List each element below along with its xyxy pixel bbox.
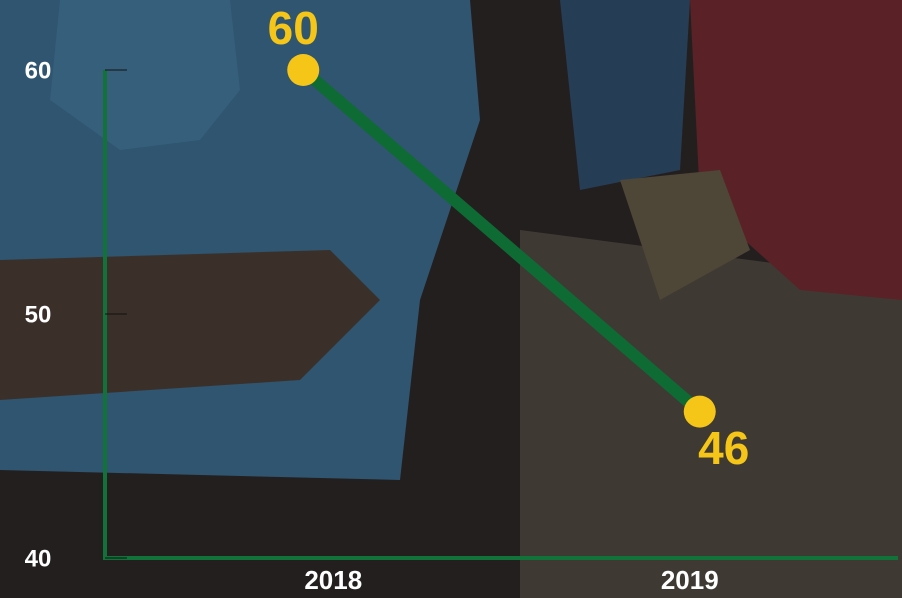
x-tick-label: 2018 (304, 565, 362, 595)
y-tick-label: 50 (25, 301, 52, 328)
data-label: 46 (698, 422, 749, 474)
data-label: 60 (268, 2, 319, 54)
y-tick-label: 60 (25, 57, 52, 84)
chart: 40 50 60 2018 2019 60 46 (0, 0, 902, 598)
y-tick-label: 40 (25, 545, 52, 572)
page: 405060201820196046 (() => { const data =… (0, 0, 902, 598)
background-photo (0, 0, 902, 598)
x-tick-label: 2019 (661, 565, 719, 595)
point-marker (287, 54, 319, 86)
